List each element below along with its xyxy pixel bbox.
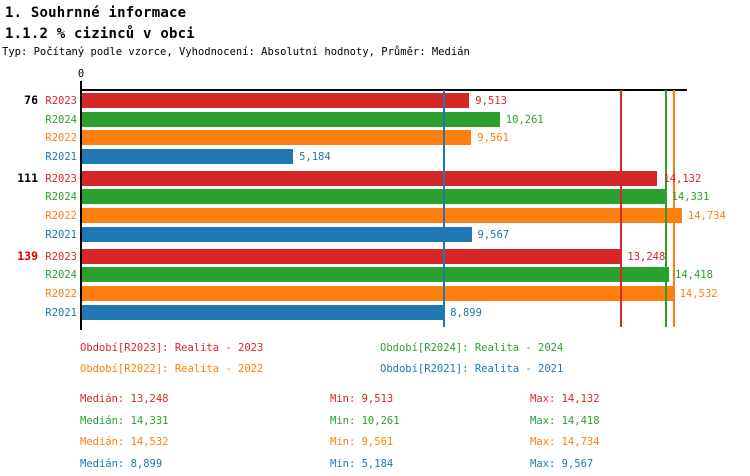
stat-min: Min: 5,184 — [330, 458, 394, 471]
legend-item: Období[R2023]: Realita - 2023 — [80, 342, 264, 354]
median-line-R2021 — [443, 90, 446, 327]
bar-row: R2022 9,561 — [0, 129, 750, 148]
bar-row: R2021 8,899 — [0, 304, 750, 323]
bar-row: R2024 14,331 — [0, 188, 750, 207]
bar-series-label: R2021 — [45, 306, 77, 319]
bar-series-label: R2022 — [45, 287, 77, 300]
stat-median: Medián: 8,899 — [80, 458, 163, 471]
stat-min: Min: 9,513 — [330, 393, 394, 405]
bar-value-label: 14,734 — [687, 210, 726, 223]
bar-group: 139 R2023 13,248 R2024 14,418 R2022 14,532 R202… — [0, 248, 750, 323]
bar-series-label: R2021 — [45, 228, 77, 241]
bar-value-label: 5,184 — [299, 151, 331, 164]
bar-value-label: 9,513 — [475, 95, 507, 107]
bar-row: R2024 14,418 — [0, 266, 750, 285]
bar — [82, 189, 666, 205]
stat-max: Max: 14,734 — [530, 436, 600, 449]
bar — [82, 267, 669, 283]
stat-min: Min: 9,561 — [330, 436, 394, 449]
bar-series-label: R2022 — [45, 210, 77, 223]
bar-row: 111 R2023 14,132 — [0, 170, 750, 189]
bar-series-label: R2024 — [45, 113, 77, 126]
bar-series-label: R2023 — [45, 95, 77, 107]
bar-row: R2021 5,184 — [0, 148, 750, 167]
bar — [82, 170, 658, 186]
bar-group: 76 R2023 9,513 R2024 10,261 R2022 9,561 R2021 5,… — [0, 92, 750, 167]
indicator-meta: Typ: Počítaný podle vzorce, Vyhodnocení:… — [2, 46, 470, 58]
legend-item: Období[R2022]: Realita - 2022 — [80, 363, 264, 375]
bar-row: R2021 9,567 — [0, 226, 750, 245]
group-label: 139 — [17, 248, 38, 263]
bar — [82, 304, 445, 320]
chart-stats: Medián: 13,248 Min: 9,513 Max: 14,132 Mediá… — [80, 392, 600, 476]
stat-median: Medián: 14,532 — [80, 436, 169, 449]
bar — [82, 226, 472, 242]
bar — [82, 208, 682, 224]
bar-series-label: R2023 — [45, 250, 77, 263]
bar — [82, 149, 294, 165]
stat-min: Min: 10,261 — [330, 414, 400, 427]
x-axis-zero-label: 0 — [77, 68, 85, 80]
bar-series-label: R2021 — [45, 151, 77, 164]
legend-item: Období[R2024]: Realita - 2024 — [380, 342, 564, 354]
bar-value-label: 13,248 — [627, 250, 666, 263]
bar-row: R2022 14,532 — [0, 285, 750, 304]
bar — [82, 130, 472, 146]
report-title: 1. Souhrnné informace — [5, 5, 187, 21]
median-line-R2024 — [664, 90, 667, 327]
stat-max: Max: 14,418 — [530, 414, 600, 427]
group-label: 111 — [17, 170, 38, 185]
bar-value-label: 9,561 — [477, 132, 509, 145]
median-line-R2023 — [620, 90, 623, 327]
y-axis-line — [80, 84, 82, 330]
bar-value-label: 9,567 — [477, 228, 510, 241]
stat-median: Medián: 13,248 — [80, 393, 169, 405]
bar-series-label: R2024 — [45, 191, 77, 204]
stat-max: Max: 9,567 — [530, 458, 594, 471]
bar-row: 139 R2023 13,248 — [0, 248, 750, 267]
bar-series-label: R2023 — [45, 172, 77, 185]
stat-max: Max: 14,132 — [530, 393, 600, 405]
bar-row: 76 R2023 9,513 — [0, 92, 750, 111]
x-axis-line — [81, 89, 687, 91]
bar-value-label: 14,418 — [675, 269, 713, 282]
bar-value-label: 14,132 — [663, 172, 702, 185]
bar-value-label: 14,331 — [671, 191, 710, 204]
plot-area: 76 R2023 9,513 R2024 10,261 R2022 9,561 R2021 5,… — [0, 92, 750, 325]
stat-median: Medián: 14,331 — [80, 414, 169, 427]
bar — [82, 111, 500, 127]
bar-value-label: 14,532 — [679, 287, 718, 300]
bar — [82, 248, 622, 264]
bar-series-label: R2024 — [45, 269, 77, 282]
bar-value-label: 10,261 — [505, 113, 544, 126]
indicator-title: 1.1.2 % cizinců v obci — [5, 26, 195, 42]
bar-row: R2022 14,734 — [0, 207, 750, 226]
legend-item: Období[R2021]: Realita - 2021 — [380, 363, 564, 375]
group-label: 76 — [24, 93, 38, 107]
bar-series-label: R2022 — [45, 132, 77, 145]
bar-row: R2024 10,261 — [0, 111, 750, 130]
chart-legend: Období[R2023]: Realita - 2023 Období[R202… — [80, 341, 563, 383]
bar — [82, 93, 470, 108]
bar-group: 111 R2023 14,132 R2024 14,331 R2022 14,734 R202… — [0, 170, 750, 245]
bar-value-label: 8,899 — [450, 306, 482, 319]
bar — [82, 285, 674, 301]
median-line-R2022 — [672, 90, 675, 327]
